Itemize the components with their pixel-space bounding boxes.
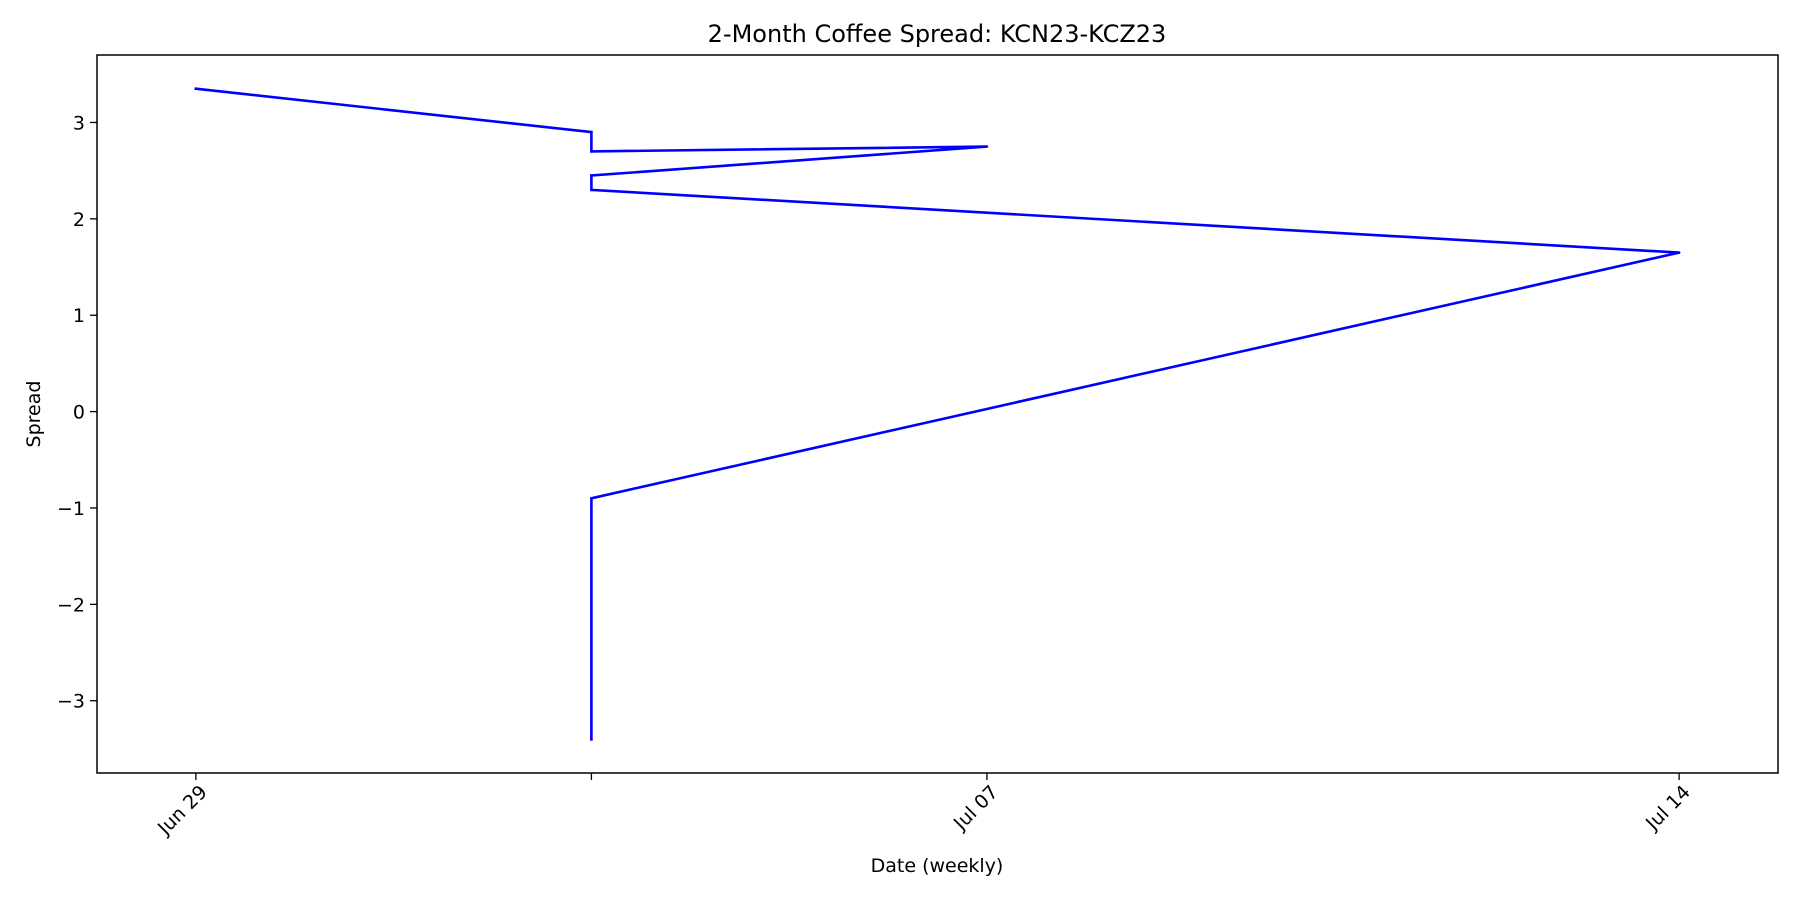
y-tick-label: 1 bbox=[73, 305, 85, 327]
x-tick-label: Jul 14 bbox=[1641, 781, 1695, 835]
y-tick-label: 2 bbox=[73, 209, 85, 231]
y-axis-label: Spread bbox=[23, 381, 45, 448]
data-point bbox=[194, 87, 198, 91]
plot-area-frame bbox=[96, 54, 1779, 774]
x-tick-label: Jun 29 bbox=[153, 781, 212, 840]
x-axis-label: Date (weekly) bbox=[871, 855, 1004, 877]
data-point bbox=[590, 174, 593, 177]
series-layer bbox=[194, 87, 1681, 741]
data-point bbox=[1677, 251, 1681, 254]
data-point bbox=[590, 737, 593, 741]
data-point bbox=[590, 188, 593, 192]
data-point bbox=[590, 497, 593, 500]
x-axis: Jun 29 Jul 07 Jul 14 bbox=[153, 773, 1695, 840]
data-point bbox=[590, 130, 593, 134]
y-axis: −3 −2 −1 0 1 2 3 bbox=[57, 112, 97, 713]
y-tick-label: −2 bbox=[57, 594, 85, 616]
y-tick-label: −3 bbox=[57, 691, 85, 713]
y-tick-label: −1 bbox=[57, 498, 85, 520]
data-point bbox=[590, 150, 593, 153]
chart-title: 2-Month Coffee Spread: KCN23-KCZ23 bbox=[708, 20, 1167, 48]
series-line bbox=[194, 87, 1680, 741]
y-tick-label: 0 bbox=[73, 402, 85, 424]
y-tick-label: 3 bbox=[73, 112, 85, 134]
x-tick-label: Jul 07 bbox=[949, 781, 1003, 835]
data-point bbox=[985, 145, 989, 148]
